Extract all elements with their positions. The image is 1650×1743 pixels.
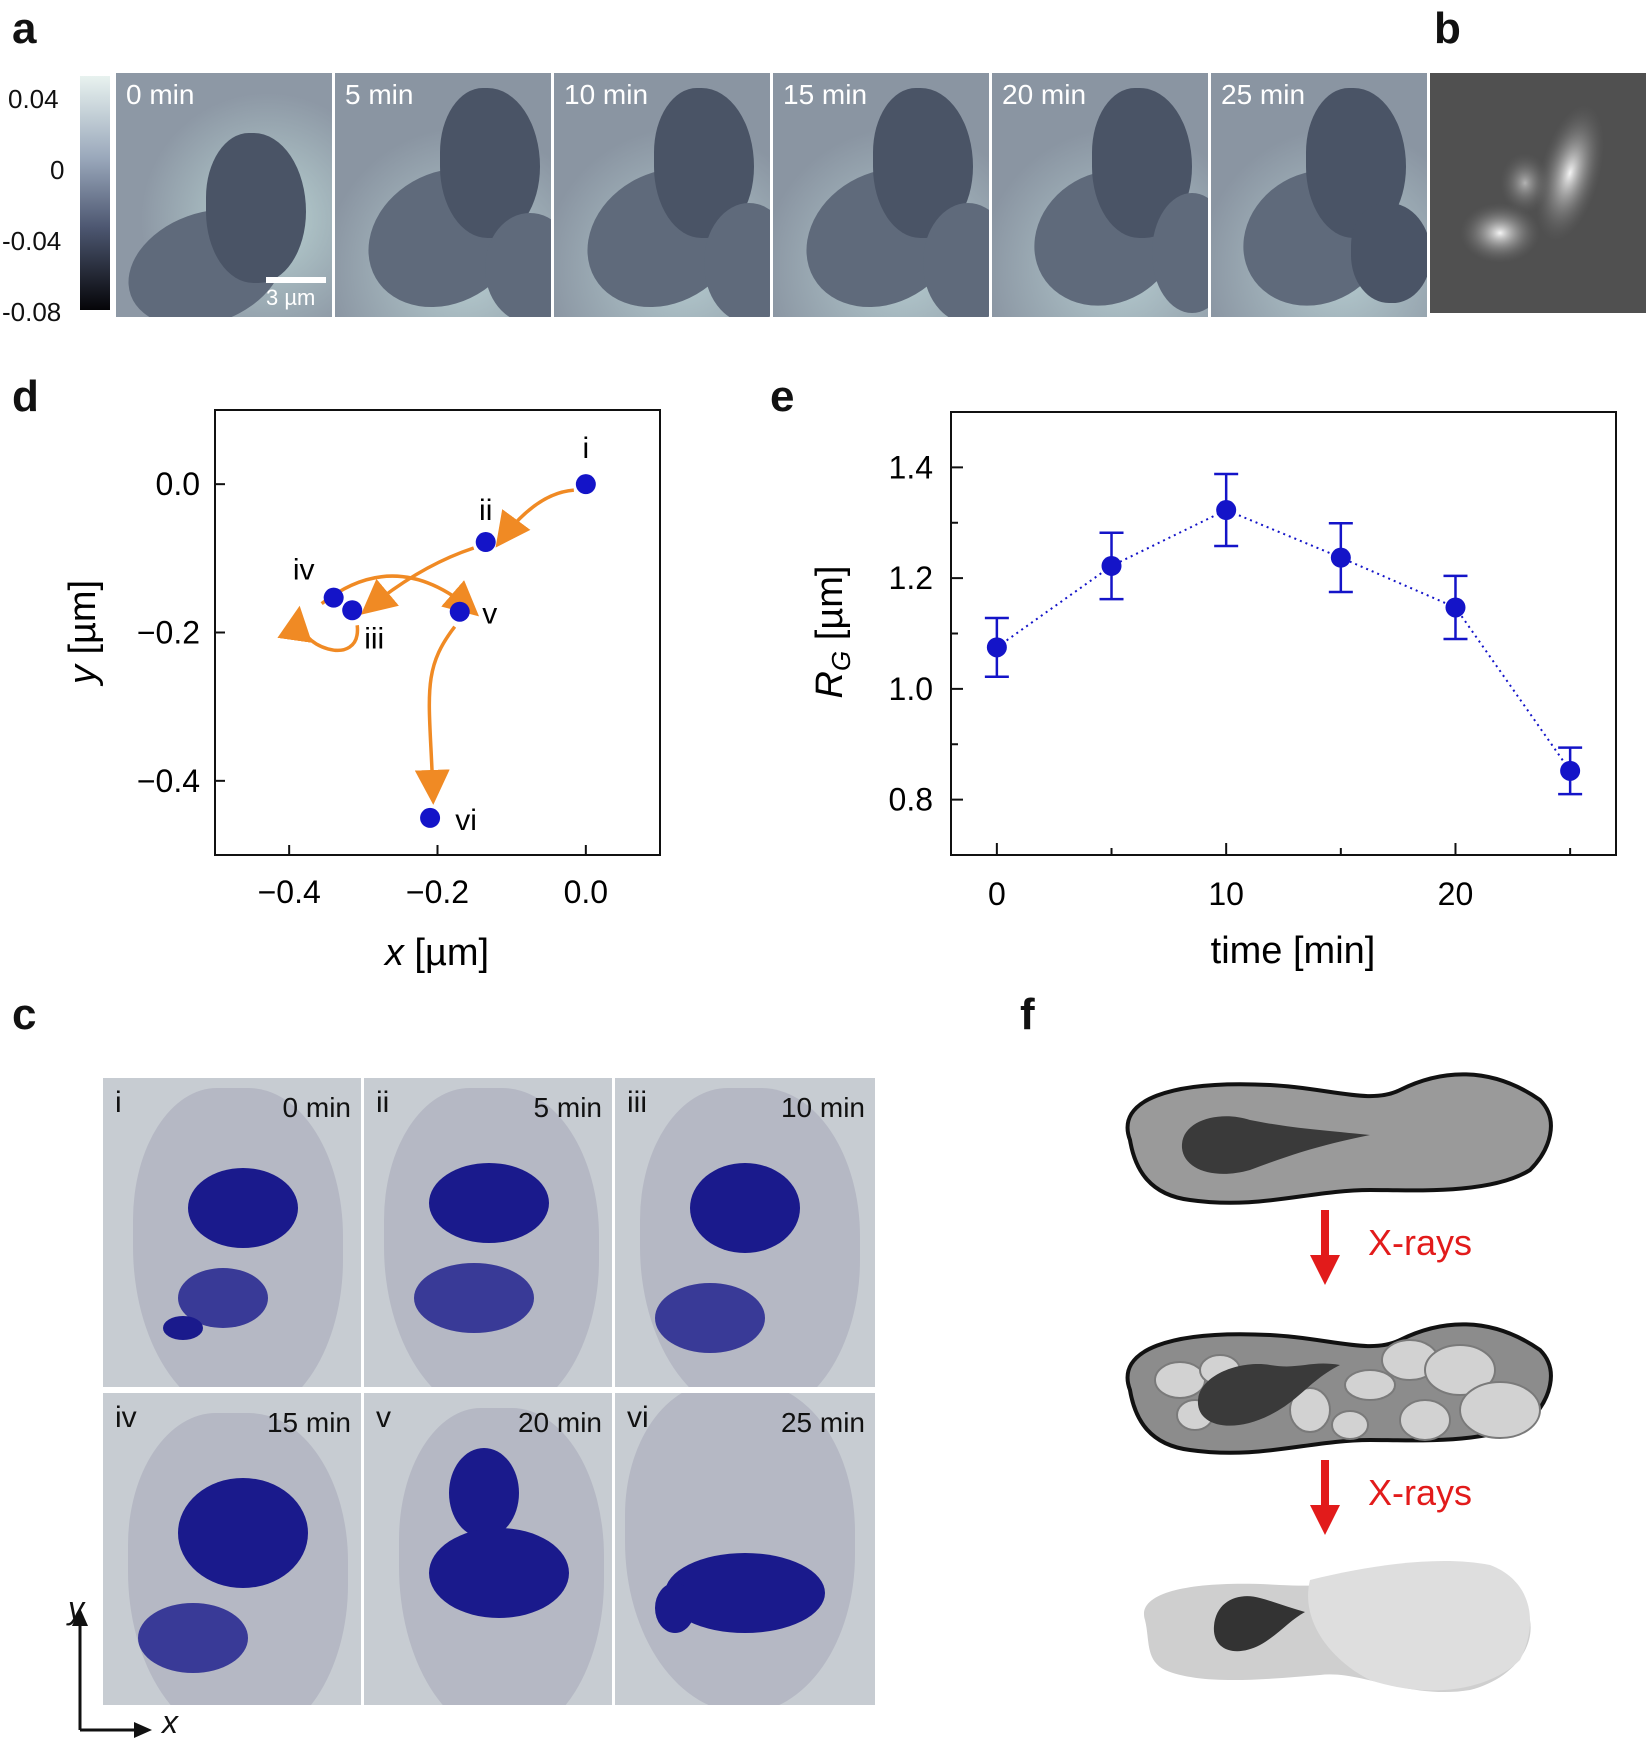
frame-time-label: 20 min: [1002, 79, 1087, 110]
panel-letter-f: f: [1020, 990, 1035, 1039]
tile-roman-label: i: [115, 1086, 122, 1119]
frame-20-min: 20 min: [992, 73, 1208, 317]
tile-roman-label: iv: [115, 1401, 137, 1434]
tile-roman-label: v: [376, 1401, 391, 1434]
colorbar-tick-label: 0.04: [8, 84, 59, 114]
plot-frame: [214, 409, 661, 856]
trajectory-arrow: [495, 488, 574, 548]
series-line: [996, 508, 1571, 772]
trajectory-point: [342, 600, 363, 621]
segmentation-tile: ii 5 min: [364, 1078, 612, 1387]
plot-frame: [950, 411, 1617, 856]
nucleus-droplet: [1213, 1596, 1305, 1652]
xy-axes-indicator: [72, 1608, 152, 1738]
point-label: ii: [479, 494, 492, 527]
frame-time-label: 25 min: [1221, 79, 1306, 110]
trajectory-arrow: [414, 625, 457, 805]
colorbar-tick-label: 0: [50, 155, 65, 185]
frame-time-label: 0 min: [126, 79, 195, 110]
segmentation-tile: i 0 min: [103, 1078, 361, 1387]
y-tick-label: 1.4: [889, 449, 933, 485]
colorbar-tick-label: -0.08: [2, 297, 62, 327]
y-tick-label: −0.2: [137, 615, 200, 651]
arrow-label: X-rays: [1368, 1472, 1472, 1513]
x-tick-label: 20: [1438, 876, 1474, 912]
y-tick-label: 0.8: [889, 782, 933, 818]
panel-letter-b: b: [1434, 4, 1461, 53]
frame-15-min: 15 min: [773, 73, 989, 317]
data-point: [1560, 760, 1581, 781]
data-point: [1445, 597, 1466, 618]
point-label: iv: [293, 554, 315, 587]
data-point: [1216, 500, 1237, 521]
y-axis-label: y [µm]: [62, 580, 104, 687]
tile-time-label: 10 min: [780, 1092, 865, 1123]
data-point: [1330, 547, 1351, 568]
frame-time-label: 10 min: [564, 79, 649, 110]
x-tick-label: 0.0: [564, 874, 608, 910]
point-label: vi: [455, 804, 477, 837]
damage-schematic: X-rays X-rays: [1125, 1072, 1553, 1693]
segmentation-tile: iv 15 min: [103, 1393, 361, 1705]
point-label: v: [482, 598, 497, 631]
y-tick-label: 1.0: [889, 671, 933, 707]
tile-roman-label: iii: [627, 1086, 647, 1119]
frame-time-label: 5 min: [345, 79, 414, 110]
frame-25-min: 25 min: [1211, 73, 1427, 317]
point-label: iii: [364, 622, 384, 655]
axis-x-letter: x: [162, 1704, 178, 1740]
scale-bar-label: 3 µm: [266, 285, 316, 310]
x-tick-label: 0: [988, 876, 1006, 912]
point-label: i: [582, 432, 589, 465]
vacuoles: [1154, 1339, 1541, 1441]
data-point: [986, 637, 1007, 658]
y-tick-label: 0.0: [156, 466, 200, 502]
colorbar: [80, 76, 110, 310]
panel-letter-d: d: [12, 372, 39, 421]
x-axis-label: x [µm]: [383, 932, 489, 974]
segmentation-tile: v 20 min: [364, 1393, 612, 1705]
x-tick-label: −0.2: [406, 874, 469, 910]
panel-letter-c: c: [12, 990, 37, 1039]
frame-10-min: 10 min: [554, 73, 770, 317]
nucleus-droplet: [1197, 1363, 1340, 1426]
x-tick-label: 10: [1208, 876, 1244, 912]
y-tick-label: 1.2: [889, 560, 933, 596]
frame-time-label: 15 min: [783, 79, 868, 110]
tile-roman-label: ii: [376, 1086, 390, 1119]
frame-0-min: 0 min 3 µm: [116, 73, 332, 317]
rg-time-chart: 0 10 20 0.8 1.0 1.2 1.4 time [min] RG [µm]: [809, 411, 1617, 972]
y-axis-label: RG [µm]: [809, 566, 856, 699]
trajectory-point: [420, 807, 441, 828]
trajectory-point: [575, 474, 596, 495]
trajectory-point: [323, 587, 344, 608]
tile-time-label: 0 min: [282, 1092, 351, 1123]
x-tick-label: −0.4: [258, 874, 321, 910]
tile-time-label: 25 min: [780, 1407, 865, 1438]
trajectory-arrow: [360, 546, 475, 615]
tile-time-label: 5 min: [533, 1092, 602, 1123]
segmentation-tile: vi 25 min: [615, 1393, 875, 1705]
tile-time-label: 15 min: [266, 1407, 351, 1438]
arrow-label: X-rays: [1368, 1222, 1472, 1263]
tile-time-label: 20 min: [517, 1407, 602, 1438]
nucleus-droplet: [1181, 1116, 1370, 1174]
fluorescence-blob: [1460, 104, 1605, 263]
segmentation-tile: iii 10 min: [615, 1078, 875, 1387]
colorbar-tick-label: -0.04: [2, 226, 62, 256]
panel-letter-a: a: [12, 4, 37, 53]
trajectory-point: [475, 532, 496, 553]
trajectory-arrow: [277, 605, 359, 653]
data-point: [1101, 555, 1122, 576]
panel-b-image: [1430, 73, 1646, 313]
x-axis-label: time [min]: [1211, 930, 1376, 972]
scale-bar: [266, 277, 326, 283]
y-tick-label: −0.4: [137, 763, 200, 799]
axis-y-letter: y: [68, 1590, 84, 1626]
panel-letter-e: e: [770, 372, 795, 421]
frame-5-min: 5 min: [335, 73, 551, 317]
tile-roman-label: vi: [627, 1401, 649, 1434]
trajectory-point: [449, 601, 470, 622]
